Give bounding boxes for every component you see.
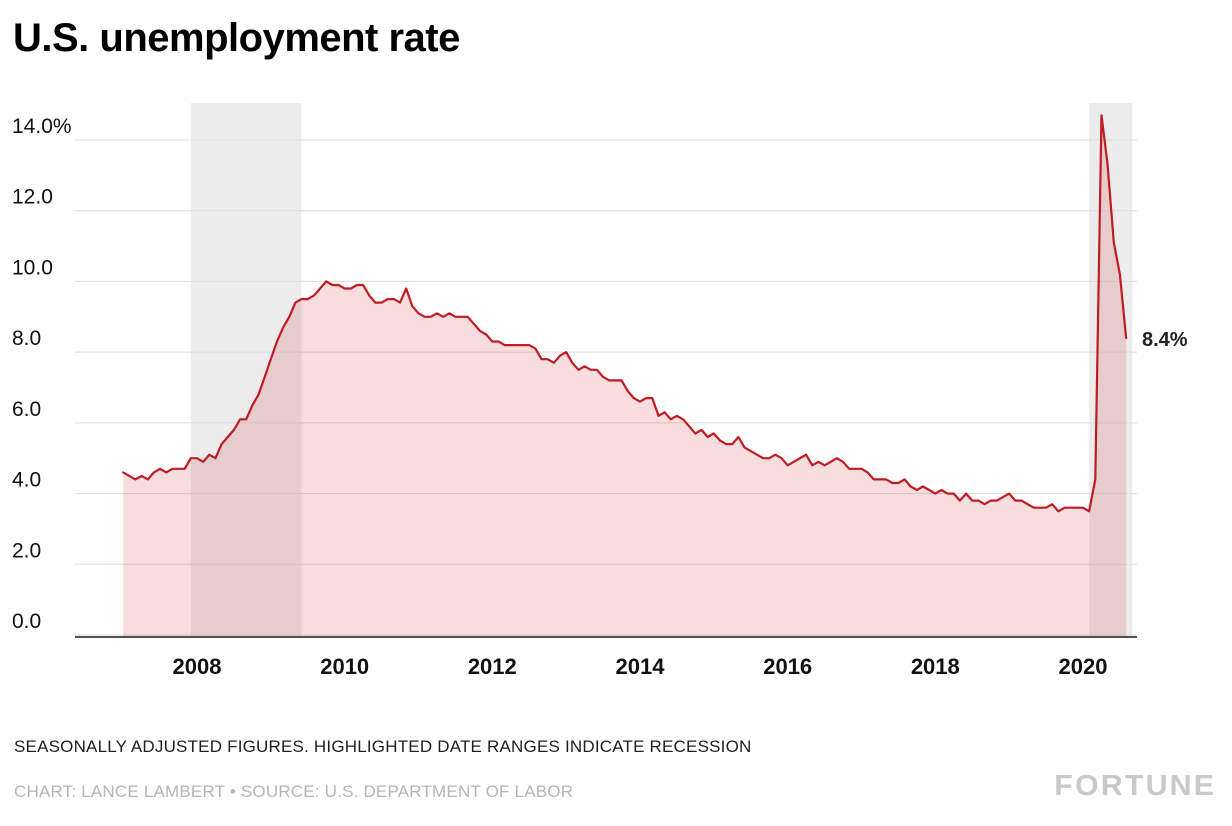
y-tick-label: 8.0 bbox=[12, 327, 41, 350]
area-fill bbox=[123, 115, 1127, 637]
y-tick-label: 14.0% bbox=[12, 115, 72, 138]
y-tick-label: 0.0 bbox=[12, 610, 41, 633]
x-tick-label: 2020 bbox=[1059, 654, 1108, 679]
chart-title: U.S. unemployment rate bbox=[13, 16, 460, 60]
fortune-logo: FORTUNE bbox=[1054, 770, 1216, 802]
recession-band bbox=[190, 103, 302, 637]
x-tick-label: 2012 bbox=[468, 654, 517, 679]
credit-line: CHART: LANCE LAMBERT • SOURCE: U.S. DEPA… bbox=[14, 782, 574, 801]
x-tick-label: 2010 bbox=[320, 654, 369, 679]
end-value-label: 8.4% bbox=[1142, 329, 1188, 351]
footnote: SEASONALLY ADJUSTED FIGURES. HIGHLIGHTED… bbox=[14, 737, 752, 756]
y-tick-label: 4.0 bbox=[12, 469, 41, 492]
y-tick-label: 2.0 bbox=[12, 539, 41, 562]
y-tick-label: 10.0 bbox=[12, 256, 53, 279]
x-tick-label: 2016 bbox=[763, 654, 812, 679]
trend-line bbox=[122, 114, 1128, 513]
y-tick-label: 6.0 bbox=[12, 398, 41, 421]
x-tick-label: 2008 bbox=[173, 654, 222, 679]
y-tick-label: 12.0 bbox=[12, 186, 53, 209]
x-tick-label: 2014 bbox=[616, 654, 666, 679]
x-tick-label: 2018 bbox=[911, 654, 960, 679]
